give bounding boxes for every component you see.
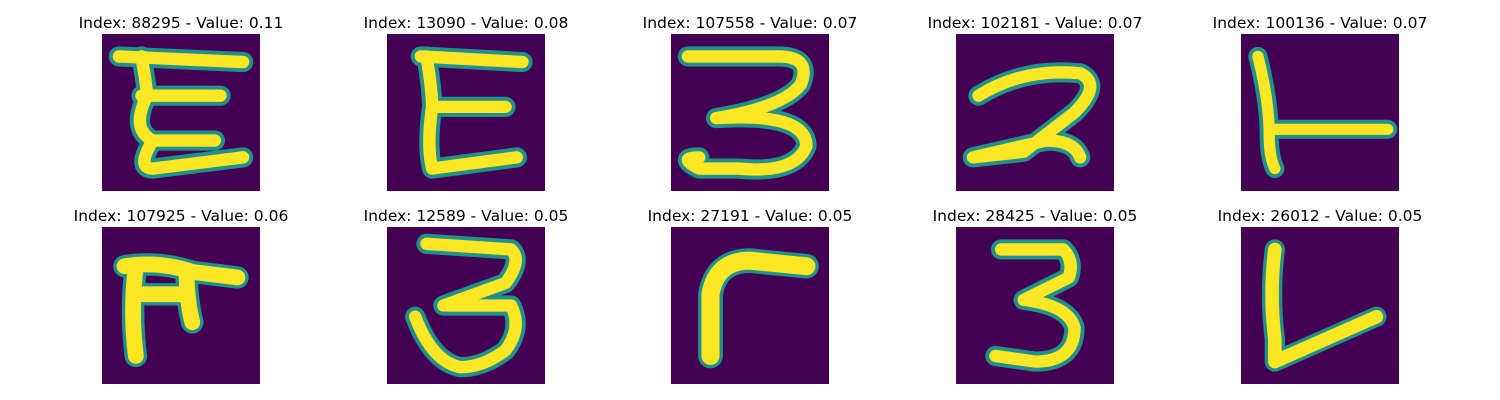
panel-title: Index: 88295 - Value: 0.11 — [78, 14, 284, 32]
panel-title: Index: 27191 - Value: 0.05 — [647, 207, 853, 225]
glyph-stroke — [966, 66, 1097, 164]
glyph-stroke — [681, 50, 813, 176]
panel-title: Index: 102181 - Value: 0.07 — [927, 14, 1143, 32]
digit-image — [102, 227, 260, 384]
panel-title: Index: 12589 - Value: 0.05 — [363, 207, 569, 225]
grid-panel-2: Index: 13090 - Value: 0.08 — [336, 12, 596, 192]
digit-image — [956, 227, 1114, 384]
grid-panel-1: Index: 88295 - Value: 0.11 — [51, 12, 311, 192]
grid-panel-7: Index: 12589 - Value: 0.05 — [336, 205, 596, 385]
grid-panel-9: Index: 28425 - Value: 0.05 — [905, 205, 1165, 385]
digit-image — [671, 34, 829, 191]
grid-panel-10: Index: 26012 - Value: 0.05 — [1190, 205, 1450, 385]
glyph-stroke — [1265, 242, 1384, 369]
glyph-stroke — [701, 251, 816, 365]
digit-image — [102, 34, 260, 191]
digit-image — [387, 227, 545, 384]
grid-panel-6: Index: 107925 - Value: 0.06 — [51, 205, 311, 385]
panel-title: Index: 100136 - Value: 0.07 — [1212, 14, 1428, 32]
panel-title: Index: 13090 - Value: 0.08 — [363, 14, 569, 32]
panel-title: Index: 107558 - Value: 0.07 — [642, 14, 858, 32]
glyph-stroke — [112, 50, 250, 175]
grid-panel-5: Index: 100136 - Value: 0.07 — [1190, 12, 1450, 192]
grid-panel-8: Index: 27191 - Value: 0.05 — [620, 205, 880, 385]
digit-image — [1241, 227, 1399, 384]
digit-image — [671, 227, 829, 384]
glyph-stroke — [116, 256, 246, 364]
panel-title: Index: 26012 - Value: 0.05 — [1217, 207, 1423, 225]
panel-title: Index: 28425 - Value: 0.05 — [932, 207, 1138, 225]
glyph-stroke — [1252, 50, 1394, 175]
image-background — [956, 34, 1114, 191]
grid-panel-3: Index: 107558 - Value: 0.07 — [620, 12, 880, 192]
glyph-stroke — [414, 50, 529, 175]
grid-panel-4: Index: 102181 - Value: 0.07 — [905, 12, 1165, 192]
glyph-stroke — [989, 243, 1081, 368]
digit-image — [956, 34, 1114, 191]
panel-title: Index: 107925 - Value: 0.06 — [73, 207, 289, 225]
digit-image — [387, 34, 545, 191]
digit-image — [1241, 34, 1399, 191]
glyph-stroke — [409, 237, 522, 374]
